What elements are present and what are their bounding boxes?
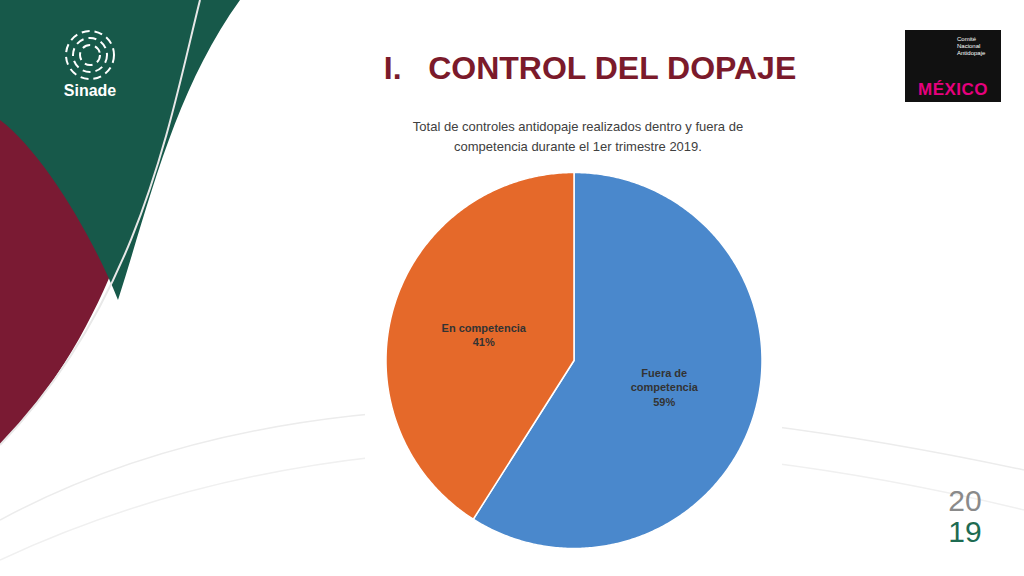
html-text:Nacional: Nacional: [957, 43, 981, 49]
html-text:Sinade: Sinade: [63, 82, 117, 99]
html-text:Total de controles antidopaje: Total de controles antidopaje realizados…: [412, 119, 744, 154]
html-text:Comité: Comité: [957, 36, 976, 42]
html-text:I. CONTROL DEL DOPAJE: I. CONTROL DEL DOPAJE: [383, 50, 797, 86]
html-text:MÉXICO: MÉXICO: [918, 80, 988, 99]
html-text:19: 19: [948, 515, 982, 548]
svg-text:Fuera decompetencia59%: Fuera decompetencia59%: [631, 367, 699, 409]
svg-text:En competencia41%: En competencia41%: [442, 322, 527, 349]
html-text:20: 20: [948, 484, 982, 517]
html-text:Antidopaje: Antidopaje: [957, 50, 986, 56]
